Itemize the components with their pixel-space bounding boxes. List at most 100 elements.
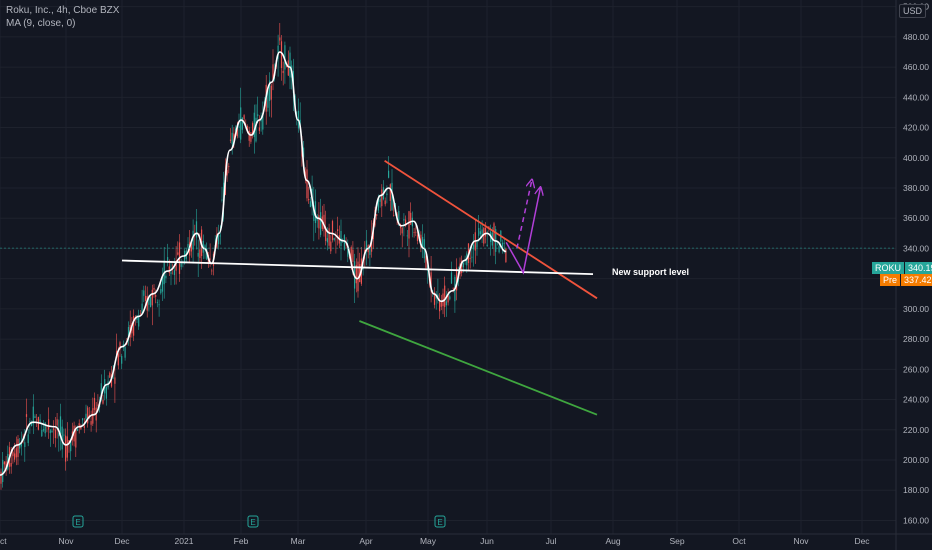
candle-body: [450, 272, 453, 284]
candle-body: [243, 115, 245, 120]
candle-body: [177, 252, 179, 255]
candle-body: [250, 132, 252, 142]
candle-body: [226, 170, 228, 176]
candle-body: [100, 383, 102, 400]
candle-body: [350, 247, 352, 262]
pre-tag-label: Pre: [880, 274, 901, 286]
candle-body: [303, 147, 305, 158]
svg-text:E: E: [437, 518, 442, 527]
y-tick-label: 180.00: [903, 485, 929, 495]
x-tick-label: Mar: [291, 536, 306, 546]
candle-body: [27, 434, 29, 444]
y-tick-label: 240.00: [903, 395, 929, 405]
candle-body: [75, 428, 77, 448]
candle-body: [484, 227, 487, 237]
x-tick-label: Oct: [732, 536, 746, 546]
currency-label[interactable]: USD: [898, 4, 926, 18]
earnings-marker-icon[interactable]: E: [247, 515, 259, 528]
support-annotation[interactable]: New support level: [612, 267, 689, 277]
candle-body: [102, 399, 104, 404]
time-axis[interactable]: [0, 534, 932, 550]
candle-body: [144, 295, 147, 301]
candle-body: [155, 295, 157, 297]
candle-body: [0, 471, 2, 484]
candle-body: [479, 231, 481, 235]
indicator-title: MA (9, close, 0): [6, 18, 76, 29]
candle-body: [377, 198, 379, 211]
y-tick-label: 400.00: [903, 153, 929, 163]
candle-body: [376, 214, 378, 216]
candle-body: [192, 230, 194, 250]
candle-body: [388, 170, 390, 178]
candle-body: [19, 443, 21, 449]
candle-body: [246, 126, 249, 130]
y-tick-label: 280.00: [903, 334, 929, 344]
x-tick-label: Nov: [58, 536, 74, 546]
candle-body: [442, 293, 444, 307]
candle-body: [325, 227, 327, 241]
candle-body: [320, 212, 322, 235]
candle-body: [14, 453, 16, 460]
candle-body: [15, 448, 17, 458]
resistance-trendline[interactable]: [384, 160, 598, 300]
candle-body: [83, 425, 85, 429]
candle-body: [389, 184, 391, 201]
candle-body: [119, 342, 121, 350]
drawings[interactable]: New support level: [121, 160, 689, 416]
candle-body: [471, 256, 473, 258]
candle-body: [501, 242, 504, 249]
y-tick-label: 220.00: [903, 425, 929, 435]
candle-body: [384, 200, 386, 205]
candle-body: [187, 244, 189, 248]
candle-body: [433, 292, 436, 305]
candles: [0, 22, 507, 490]
lower-support-trendline[interactable]: [359, 320, 598, 416]
candle-body: [54, 429, 56, 439]
candle-body: [415, 231, 417, 233]
candle-body: [233, 133, 235, 144]
candle-body: [165, 275, 167, 279]
candle-body: [330, 241, 332, 252]
candle-body: [153, 287, 155, 290]
candle-body: [36, 419, 38, 421]
candle-body: [269, 80, 271, 101]
candle-body: [413, 232, 415, 233]
candle-body: [17, 438, 19, 458]
candle-body: [211, 270, 213, 272]
candle-body: [139, 313, 141, 315]
candle-body: [481, 229, 483, 236]
new-support-line[interactable]: [121, 259, 594, 276]
candle-body: [365, 240, 368, 252]
candle-body: [437, 294, 439, 298]
candle-body: [199, 249, 201, 259]
candle-body: [405, 219, 407, 226]
candle-body: [430, 272, 432, 292]
candle-body: [24, 442, 26, 448]
x-tick-label: Apr: [359, 536, 372, 546]
candle-body: [347, 246, 349, 257]
earnings-marker-icon[interactable]: E: [72, 515, 84, 528]
projection-dashed[interactable]: [516, 180, 532, 249]
candle-body: [10, 462, 12, 467]
candle-body: [59, 416, 62, 435]
candle-body: [56, 419, 58, 426]
candle-body: [352, 249, 354, 263]
candle-body: [314, 201, 317, 224]
candle-body: [444, 285, 446, 308]
roku-tag-label: ROKU: [872, 262, 905, 274]
earnings-marker-icon[interactable]: E: [434, 515, 446, 528]
candle-body: [85, 413, 87, 419]
candle-body: [391, 182, 393, 211]
candle-body: [469, 258, 471, 259]
candle-body: [2, 460, 4, 483]
candle-body: [48, 419, 50, 430]
projection-path[interactable]: [505, 188, 540, 275]
candle-body: [488, 226, 490, 228]
candle-body: [167, 257, 169, 263]
candle-body: [143, 290, 145, 296]
candle-body: [357, 261, 359, 292]
